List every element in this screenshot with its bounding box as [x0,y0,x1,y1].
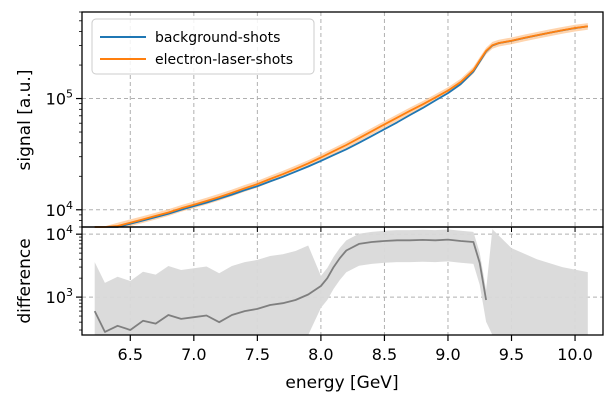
top-series-lines [94,25,588,228]
top-panel: 104 105 signal [a.u.] background-shots el… [15,11,604,228]
xtick-label-8.5: 8.5 [372,345,397,364]
bottom-y-axis-label: difference [15,238,35,323]
top-y-axis-label: signal [a.u.] [15,70,35,171]
xtick-label-8.0: 8.0 [308,345,333,364]
top-y-ticks: 104 105 [46,11,82,228]
bottom-y-ticks: 103 104 [46,223,82,331]
xtick-label-7.0: 7.0 [181,345,206,364]
legend-label-electron-laser-shots: electron-laser-shots [155,52,293,68]
bottom-ytick-label-1e3: 103 [46,286,73,307]
bottom-error-band [94,229,588,335]
top-ytick-label-1e4: 104 [46,199,73,220]
xtick-label-6.5: 6.5 [118,345,143,364]
xtick-label-9.5: 9.5 [499,345,524,364]
legend: background-shots electron-laser-shots [91,18,315,75]
band-difference [94,229,588,335]
bottom-ytick-label-1e4: 104 [46,223,73,244]
xtick-label-7.5: 7.5 [245,345,270,364]
top-ytick-label-1e5: 105 [46,88,73,109]
x-axis-label: energy [GeV] [285,373,398,393]
xtick-label-10.0: 10.0 [557,345,593,364]
line-difference [93,238,487,333]
bottom-frame [81,226,604,336]
legend-frame [91,18,315,75]
bottom-panel: 103 104 6.5 7.0 7.5 8.0 8.5 9.0 9.5 10.0 differe… [15,223,604,393]
bottom-series-line [93,238,487,333]
bottom-x-ticks: 6.5 7.0 7.5 8.0 8.5 9.0 9.5 10.0 [118,227,593,364]
line-electron-laser-shots [94,25,588,228]
xtick-label-9.0: 9.0 [435,345,460,364]
legend-label-background-shots: background-shots [155,30,280,46]
